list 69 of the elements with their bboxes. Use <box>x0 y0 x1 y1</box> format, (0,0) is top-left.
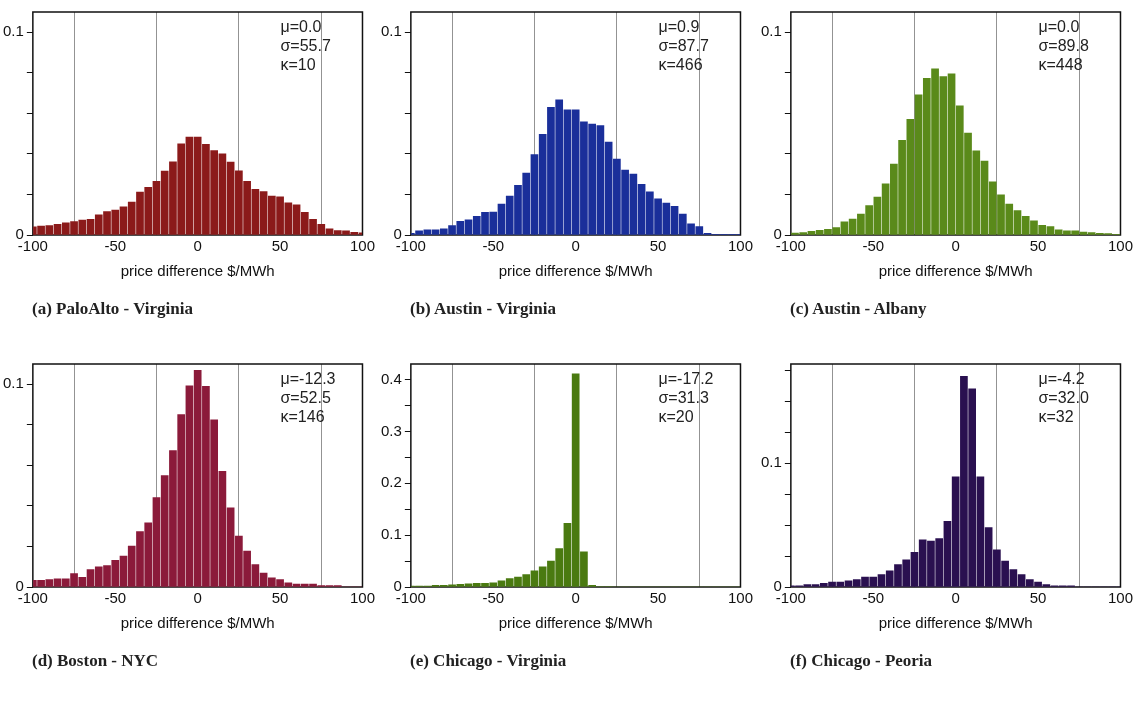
x-axis-title: price difference $/MWh <box>120 614 275 632</box>
x-tick-label: -50 <box>482 589 505 607</box>
x-tick-label: -50 <box>104 237 127 255</box>
y-tick-label: 0.1 <box>2 374 24 392</box>
x-tick-label: 50 <box>1029 237 1047 255</box>
x-tick-label: 50 <box>649 589 667 607</box>
annotation: μ=0.0 <box>280 18 322 36</box>
annotation: κ=466 <box>658 56 703 74</box>
x-tick-label: 0 <box>571 237 580 255</box>
annotation: κ=448 <box>1038 56 1083 74</box>
x-tick-label: 100 <box>727 237 753 255</box>
x-tick-label: 100 <box>349 237 375 255</box>
x-tick-label: 100 <box>1107 237 1133 255</box>
annotation: σ=89.8 <box>1038 37 1089 55</box>
x-tick-label: 0 <box>193 237 202 255</box>
annotation: κ=146 <box>280 408 325 426</box>
annotation: μ=0.0 <box>1038 18 1080 36</box>
x-tick-label: 0 <box>951 589 960 607</box>
x-tick-label: 50 <box>649 237 667 255</box>
annotation: σ=55.7 <box>280 37 331 55</box>
x-tick-label: 50 <box>1029 589 1047 607</box>
y-tick-label: 0 <box>15 577 24 595</box>
annotation: κ=20 <box>658 408 694 426</box>
y-tick-label: 0.1 <box>380 22 402 40</box>
x-tick-label: 100 <box>349 589 375 607</box>
x-axis-title: price difference $/MWh <box>878 262 1033 280</box>
text: (b) Austin - Virginia <box>409 299 557 319</box>
y-tick-label: 0 <box>773 225 782 243</box>
x-tick-label: -50 <box>482 237 505 255</box>
x-axis-title: price difference $/MWh <box>498 262 653 280</box>
x-axis-title: price difference $/MWh <box>878 614 1033 632</box>
x-tick-label: 100 <box>1107 589 1133 607</box>
y-tick-label: 0 <box>15 225 24 243</box>
x-tick-label: 50 <box>271 237 289 255</box>
x-tick-label: 0 <box>571 589 580 607</box>
y-tick-label: 0 <box>393 577 402 595</box>
annotation: σ=31.3 <box>658 389 709 407</box>
y-tick-label: 0.4 <box>380 369 402 387</box>
x-tick-label: 50 <box>271 589 289 607</box>
y-tick-label: 0.2 <box>380 473 402 491</box>
annotation: σ=52.5 <box>280 389 331 407</box>
y-tick-label: 0.1 <box>2 22 24 40</box>
text: (d) Boston - NYC <box>31 651 160 671</box>
y-tick-label: 0 <box>393 225 402 243</box>
x-axis-title: price difference $/MWh <box>498 614 653 632</box>
annotation: σ=32.0 <box>1038 389 1089 407</box>
x-axis-title: price difference $/MWh <box>120 262 275 280</box>
text: (e) Chicago - Virginia <box>409 651 568 671</box>
annotation: μ=-4.2 <box>1038 370 1085 388</box>
x-tick-label: -50 <box>104 589 127 607</box>
annotation: μ=-17.2 <box>658 370 714 388</box>
x-tick-label: 0 <box>951 237 960 255</box>
y-tick-label: 0.3 <box>380 421 402 439</box>
annotation: μ=0.9 <box>658 18 700 36</box>
annotation: κ=10 <box>280 56 316 74</box>
x-tick-label: 0 <box>193 589 202 607</box>
annotation: μ=-12.3 <box>280 370 336 388</box>
annotation: σ=87.7 <box>658 37 709 55</box>
y-tick-label: 0.1 <box>760 22 782 40</box>
text: (a) PaloAlto - Virginia <box>31 299 194 319</box>
x-tick-label: -50 <box>862 589 885 607</box>
y-tick-label: 0 <box>773 577 782 595</box>
y-tick-label: 0.1 <box>380 525 402 543</box>
x-tick-label: -50 <box>862 237 885 255</box>
y-tick-label: 0.1 <box>760 453 782 471</box>
text: (c) Austin - Albany <box>789 299 928 319</box>
text: (f) Chicago - Peoria <box>789 651 934 671</box>
x-tick-label: 100 <box>727 589 753 607</box>
annotation: κ=32 <box>1038 408 1074 426</box>
